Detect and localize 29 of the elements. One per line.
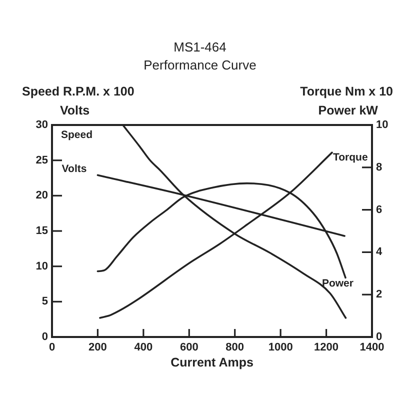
y2-tick-label: 2 xyxy=(376,288,382,301)
chart-title: MS1-464 xyxy=(174,40,226,55)
y-axis-title: Speed R.P.M. x 100 Volts xyxy=(22,84,134,118)
x-axis-title: Current Amps xyxy=(170,355,254,370)
y-tick-label: 20 xyxy=(36,190,48,202)
series-label: Power xyxy=(322,278,354,290)
x-tick-label: 800 xyxy=(226,342,244,354)
series-label: Torque xyxy=(333,151,368,164)
x-tick-label: 1400 xyxy=(360,342,384,354)
y2-axis-title: Torque Nm x 10 Power kW xyxy=(300,84,394,118)
y2-tick-label: 10 xyxy=(376,119,388,132)
x-tick-label: 400 xyxy=(134,342,153,354)
y-tick-label: 30 xyxy=(36,119,48,132)
text: Speed xyxy=(61,128,93,141)
x-tick-label: 600 xyxy=(180,342,198,354)
y2-tick-label: 6 xyxy=(376,204,382,216)
y-tick-label: 5 xyxy=(42,296,48,308)
y-tick-label: 10 xyxy=(36,260,48,272)
x-tick-label: 1200 xyxy=(314,342,339,354)
series-label: Volts xyxy=(62,163,87,176)
y-tick-label: 15 xyxy=(36,225,48,238)
y-tick-label: 25 xyxy=(36,154,48,166)
y2-tick-label: 0 xyxy=(376,331,382,344)
y2-tick-label: 4 xyxy=(376,246,383,258)
x-tick-label: 200 xyxy=(88,342,107,354)
y2-tick-label: 8 xyxy=(376,161,382,174)
y-tick-label: 0 xyxy=(42,331,48,344)
chart-subtitle: Performance Curve xyxy=(144,58,256,73)
x-tick-label: 1000 xyxy=(268,342,293,354)
